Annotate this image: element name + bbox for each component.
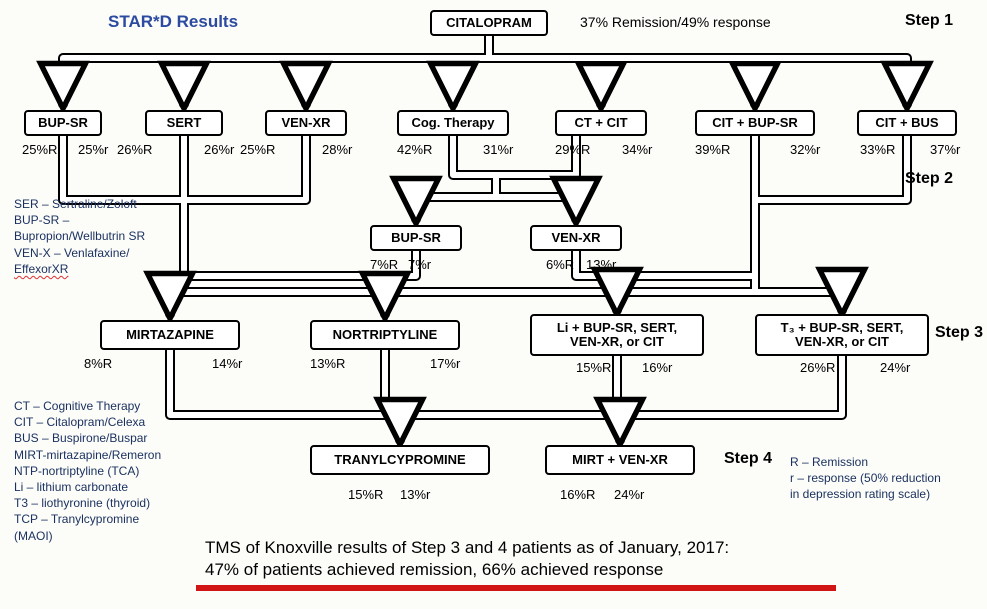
node-cit-bup-sr: CIT + BUP-SR bbox=[695, 110, 815, 136]
rate-cit-bup-r: 32%r bbox=[790, 142, 820, 157]
legend-top-4: EffexorXR bbox=[14, 261, 145, 277]
legend-top-3: VEN-X – Venlafaxine/ bbox=[14, 245, 145, 261]
node-mirtazapine: MIRTAZAPINE bbox=[100, 320, 240, 350]
legend-right: R – Remission r – response (50% reductio… bbox=[790, 454, 941, 503]
legend-bottom-3: MIRT-mirtazapine/Remeron bbox=[14, 447, 161, 463]
step4-label: Step 4 bbox=[724, 450, 772, 468]
node-ven-xr-2: VEN-XR bbox=[530, 225, 622, 251]
node-ct-cit: CT + CIT bbox=[555, 110, 647, 136]
rate-mirt-r: 14%r bbox=[212, 356, 242, 371]
legend-top-0: SER – Sertraline/Zoloft bbox=[14, 196, 145, 212]
rate-ntp-r: 17%r bbox=[430, 356, 460, 371]
step3-label: Step 3 bbox=[935, 324, 983, 342]
legend-bottom-8: (MAOI) bbox=[14, 528, 161, 544]
footer-line2: 47% of patients achieved remission, 66% … bbox=[205, 560, 663, 580]
legend-bottom-5: Li – lithium carbonate bbox=[14, 479, 161, 495]
rate-ntp-l: 13%R bbox=[310, 356, 345, 371]
rate-bup-sr-r: 25%r bbox=[78, 142, 108, 157]
rate-cog-r: 31%r bbox=[483, 142, 513, 157]
chart-title: STAR*D Results bbox=[108, 12, 238, 32]
legend-top-2: Bupropion/Wellbutrin SR bbox=[14, 228, 145, 244]
node-li-combo: Li + BUP-SR, SERT, VEN-XR, or CIT bbox=[530, 314, 704, 356]
rate-tcp-l: 15%R bbox=[348, 487, 383, 502]
legend-bottom-6: T3 – liothyronine (thyroid) bbox=[14, 495, 161, 511]
step2-label: Step 2 bbox=[905, 170, 953, 188]
rate-li-r: 16%r bbox=[642, 360, 672, 375]
legend-right-2: in depression rating scale) bbox=[790, 486, 941, 502]
legend-top-1: BUP-SR – bbox=[14, 212, 145, 228]
legend-bottom-0: CT – Cognitive Therapy bbox=[14, 398, 161, 414]
legend-top: SER – Sertraline/Zoloft BUP-SR – Bupropi… bbox=[14, 196, 145, 277]
node-ven-xr: VEN-XR bbox=[265, 110, 347, 136]
rate-ct-cit-l: 29%R bbox=[555, 142, 590, 157]
rate-tcp-r: 13%r bbox=[400, 487, 430, 502]
rate-cit-bus-l: 33%R bbox=[860, 142, 895, 157]
legend-right-1: r – response (50% reduction bbox=[790, 470, 941, 486]
footer-underline bbox=[196, 585, 836, 591]
rate-mv-r: 24%r bbox=[614, 487, 644, 502]
rate-sert-r: 26%r bbox=[204, 142, 234, 157]
rate-ven2-l: 6%R bbox=[546, 257, 574, 272]
node-nortriptyline: NORTRIPTYLINE bbox=[310, 320, 460, 350]
rate-bup2-l: 7%R bbox=[370, 257, 398, 272]
rate-t3-r: 24%r bbox=[880, 360, 910, 375]
legend-bottom-2: BUS – Buspirone/Buspar bbox=[14, 430, 161, 446]
rate-li-l: 15%R bbox=[576, 360, 611, 375]
rate-mv-l: 16%R bbox=[560, 487, 595, 502]
legend-bottom-4: NTP-nortriptyline (TCA) bbox=[14, 463, 161, 479]
legend-bottom: CT – Cognitive Therapy CIT – Citalopram/… bbox=[14, 398, 161, 544]
legend-bottom-1: CIT – Citalopram/Celexa bbox=[14, 414, 161, 430]
node-tranylcypromine: TRANYLCYPROMINE bbox=[310, 445, 490, 475]
node-cit-bus: CIT + BUS bbox=[857, 110, 957, 136]
rate-cit-bup-l: 39%R bbox=[695, 142, 730, 157]
node-t3-combo: T₃ + BUP-SR, SERT, VEN-XR, or CIT bbox=[755, 314, 929, 356]
node-bup-sr: BUP-SR bbox=[24, 110, 102, 136]
node-citalopram: CITALOPRAM bbox=[430, 10, 548, 36]
rate-bup2-r: 7%r bbox=[408, 257, 431, 272]
node-cog-therapy: Cog. Therapy bbox=[397, 110, 509, 136]
rate-ven-xr-r: 28%r bbox=[322, 142, 352, 157]
rate-ven2-r: 13%r bbox=[586, 257, 616, 272]
footer-line1: TMS of Knoxville results of Step 3 and 4… bbox=[205, 538, 729, 558]
step1-label: Step 1 bbox=[905, 12, 953, 30]
rate-t3-l: 26%R bbox=[800, 360, 835, 375]
rate-cog-l: 42%R bbox=[397, 142, 432, 157]
rate-ven-xr-l: 25%R bbox=[240, 142, 275, 157]
step1-result: 37% Remission/49% response bbox=[580, 14, 771, 30]
node-sert: SERT bbox=[145, 110, 223, 136]
rate-bup-sr-l: 25%R bbox=[22, 142, 57, 157]
legend-bottom-7: TCP – Tranylcypromine bbox=[14, 511, 161, 527]
rate-cit-bus-r: 37%r bbox=[930, 142, 960, 157]
rate-sert-l: 26%R bbox=[117, 142, 152, 157]
node-bup-sr-2: BUP-SR bbox=[370, 225, 462, 251]
legend-right-0: R – Remission bbox=[790, 454, 941, 470]
node-mirt-ven: MIRT + VEN-XR bbox=[545, 445, 695, 475]
rate-ct-cit-r: 34%r bbox=[622, 142, 652, 157]
rate-mirt-l: 8%R bbox=[84, 356, 112, 371]
